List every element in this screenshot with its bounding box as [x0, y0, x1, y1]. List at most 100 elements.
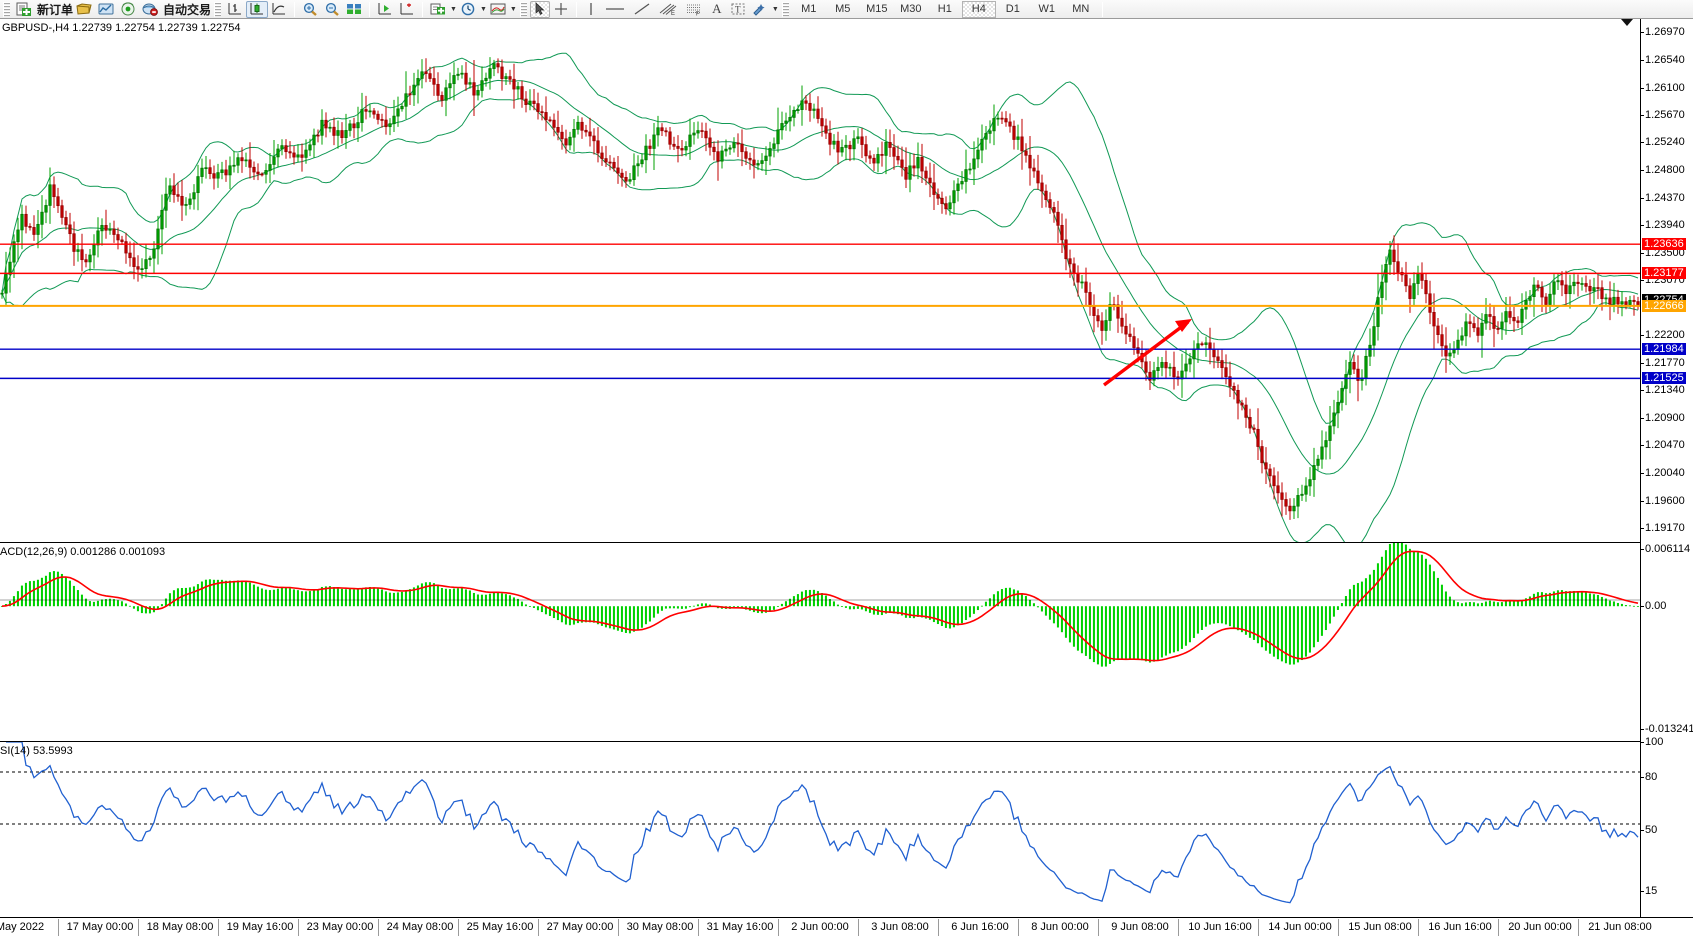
- timeframe-m30-button[interactable]: M30: [900, 3, 922, 15]
- toolbar-grip-4[interactable]: [781, 1, 789, 17]
- candlestick: [564, 138, 568, 146]
- macd-histogram-bar: [672, 606, 675, 609]
- price-plot[interactable]: [0, 19, 1640, 542]
- price-level-label-resistance[interactable]: 1.23636: [1642, 238, 1686, 251]
- macd-histogram-bar: [1580, 591, 1583, 607]
- zoom-in-icon[interactable]: [299, 1, 321, 18]
- macd-histogram-bar: [688, 606, 691, 608]
- macd-histogram-bar: [1444, 591, 1447, 607]
- macd-histogram-bar: [400, 591, 403, 607]
- timeframe-d1-button[interactable]: D1: [1005, 3, 1020, 15]
- draw-objects-dropdown-icon[interactable]: ▼: [771, 5, 779, 13]
- chart-window[interactable]: GBPUSD-,H4 1.22739 1.22754 1.22739 1.227…: [0, 19, 1693, 936]
- market-watch-icon[interactable]: [95, 1, 117, 18]
- tile-windows-icon[interactable]: [343, 1, 365, 18]
- indicators-dropdown-icon[interactable]: ▼: [450, 5, 457, 13]
- candlestick: [936, 194, 940, 199]
- equidistant-channel-icon[interactable]: E: [655, 1, 681, 18]
- candlestick: [1624, 301, 1628, 305]
- cursor-icon[interactable]: [529, 0, 550, 18]
- candlestick: [128, 252, 132, 259]
- profiles-icon[interactable]: [73, 1, 95, 18]
- timeframe-m15-button[interactable]: M15: [866, 3, 888, 15]
- macd-histogram-bar: [240, 580, 243, 607]
- candlestick: [1256, 428, 1260, 447]
- candlestick: [1228, 376, 1232, 387]
- timeframe-m5-button[interactable]: M5: [835, 3, 851, 15]
- autotrading-label[interactable]: 自动交易: [163, 2, 212, 17]
- candlestick: [1524, 300, 1528, 310]
- autotrading-icon[interactable]: [139, 1, 161, 18]
- price-level-label-support[interactable]: 1.21984: [1642, 343, 1686, 356]
- macd-histogram-bar: [408, 589, 411, 607]
- timeframe-mn-button[interactable]: MN: [1072, 3, 1090, 15]
- candlestick: [1204, 342, 1208, 345]
- macd-histogram-bar: [1196, 606, 1199, 634]
- vertical-line-icon[interactable]: [581, 1, 601, 18]
- candlestick: [1316, 458, 1320, 466]
- macd-histogram-bar: [464, 589, 467, 607]
- text-icon[interactable]: A: [712, 1, 722, 16]
- candlestick: [144, 259, 148, 269]
- timeframe-w1-button[interactable]: W1: [1038, 3, 1056, 15]
- chart-shift-icon[interactable]: [396, 1, 418, 18]
- candlestick: [240, 157, 244, 162]
- templates-icon[interactable]: [487, 1, 509, 18]
- price-scale[interactable]: 1.26970 1.26540 1.26100 1.25670 1.25240 1.248…: [1639, 19, 1693, 917]
- chart-shift-marker[interactable]: [1621, 19, 1633, 26]
- trendline-icon[interactable]: [629, 1, 655, 18]
- candlestick: [816, 108, 820, 119]
- draw-objects-icon[interactable]: [749, 1, 771, 18]
- timeframe-m1-button[interactable]: M1: [801, 3, 817, 15]
- macd-histogram-bar: [544, 606, 547, 615]
- macd-plot[interactable]: [0, 543, 1640, 741]
- trend-arrow-head: [1175, 319, 1192, 332]
- macd-histogram-bar: [540, 606, 543, 613]
- indicators-icon[interactable]: [427, 1, 449, 18]
- candlestick: [32, 227, 36, 235]
- price-level-label-pivot[interactable]: 1.22666: [1642, 299, 1686, 312]
- toolbar-grip-2[interactable]: [214, 1, 222, 17]
- bar-chart-icon[interactable]: [224, 1, 246, 18]
- time-scale[interactable]: May 2022 17 May 00:00 18 May 08:00 19 May 1…: [0, 917, 1693, 936]
- candlestick: [1032, 167, 1036, 172]
- crosshair-icon[interactable]: [550, 1, 572, 18]
- candlestick: [1184, 363, 1188, 372]
- toolbar-grip-3[interactable]: [519, 1, 527, 17]
- macd-histogram-bar: [948, 606, 951, 629]
- macd-histogram-bar: [1456, 602, 1459, 607]
- candlestick: [236, 157, 240, 166]
- timeframe-h4-button[interactable]: H4: [961, 0, 996, 18]
- macd-histogram-bar: [956, 606, 959, 626]
- rsi-tick: 50: [1639, 823, 1658, 836]
- macd-histogram-bar: [708, 604, 711, 607]
- candlestick: [916, 156, 920, 169]
- time-axis-separator: [858, 919, 859, 936]
- price-level-label-support[interactable]: 1.21525: [1642, 372, 1686, 385]
- templates-dropdown-icon[interactable]: ▼: [509, 5, 517, 13]
- macd-histogram-bar: [848, 606, 851, 610]
- toolbar-grip[interactable]: [3, 1, 10, 17]
- zoom-out-icon[interactable]: [321, 1, 343, 18]
- rsi-plot[interactable]: [0, 742, 1640, 917]
- fibonacci-icon[interactable]: F: [681, 1, 707, 18]
- candlestick: [596, 140, 600, 154]
- macd-histogram-bar: [936, 606, 939, 625]
- timeframe-h1-button[interactable]: H1: [937, 3, 952, 15]
- periods-dropdown-icon[interactable]: ▼: [479, 5, 487, 13]
- navigator-icon[interactable]: [117, 1, 139, 18]
- text-label-icon[interactable]: T: [727, 1, 749, 18]
- macd-histogram-bar: [904, 606, 907, 618]
- price-level-label-resistance[interactable]: 1.23177: [1642, 267, 1686, 280]
- macd-histogram-bar: [820, 593, 823, 607]
- auto-scroll-icon[interactable]: [374, 1, 396, 18]
- horizontal-line-icon[interactable]: [601, 1, 629, 18]
- macd-histogram-bar: [844, 606, 847, 608]
- new-order-icon[interactable]: [13, 1, 35, 18]
- candlestick: [1572, 281, 1576, 287]
- periods-icon[interactable]: [457, 1, 479, 18]
- candlestick: [304, 149, 308, 158]
- line-chart-icon[interactable]: [268, 1, 290, 18]
- new-order-label[interactable]: 新订单: [37, 2, 74, 17]
- candlestick-chart-icon[interactable]: [246, 0, 269, 18]
